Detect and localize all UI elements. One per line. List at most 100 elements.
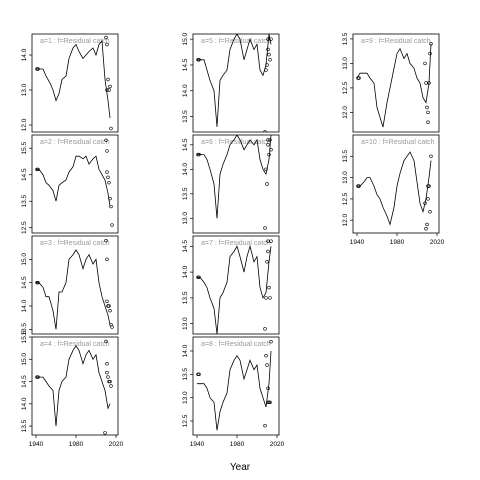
data-point bbox=[265, 63, 269, 67]
data-point bbox=[269, 148, 273, 152]
series-line bbox=[197, 34, 272, 127]
y-tick-label: 12.0 bbox=[342, 214, 349, 227]
y-tick-label: 13.5 bbox=[182, 187, 189, 200]
panel-frame bbox=[192, 235, 280, 335]
data-point bbox=[196, 372, 200, 377]
panel-title: a=3 : f=Residual catch bbox=[40, 240, 110, 247]
data-point bbox=[107, 304, 111, 308]
data-point bbox=[104, 35, 108, 40]
panel-frame bbox=[31, 235, 119, 335]
data-point bbox=[110, 223, 114, 227]
data-point bbox=[263, 226, 267, 230]
x-tick-label: 1940 bbox=[350, 239, 365, 246]
data-point bbox=[105, 257, 109, 262]
y-tick-label: 14.0 bbox=[21, 48, 28, 61]
panel-title: a=7 : f=Residual catch bbox=[201, 240, 271, 247]
data-point bbox=[35, 280, 39, 285]
data-point bbox=[426, 197, 430, 201]
data-point bbox=[265, 182, 269, 186]
data-point bbox=[263, 327, 267, 331]
panel-title: a=1 : f=Residual catch bbox=[40, 38, 110, 45]
data-point bbox=[356, 76, 360, 80]
series-line bbox=[36, 40, 111, 119]
data-point bbox=[35, 67, 39, 71]
y-tick-label: 13.5 bbox=[342, 32, 349, 45]
y-tick-label: 13.0 bbox=[182, 212, 189, 225]
data-point bbox=[265, 260, 269, 264]
data-point bbox=[107, 379, 111, 384]
data-point bbox=[36, 67, 40, 71]
panel-title: a=8 : f=Residual catch bbox=[201, 341, 271, 348]
panel-frame bbox=[352, 134, 440, 234]
data-point bbox=[425, 222, 429, 227]
data-point bbox=[429, 154, 433, 159]
data-point bbox=[427, 81, 431, 85]
y-tick-label: 14.0 bbox=[21, 299, 28, 312]
data-point bbox=[197, 152, 201, 157]
data-point bbox=[105, 362, 109, 366]
x-tick-label: 2020 bbox=[109, 441, 124, 448]
data-point bbox=[268, 138, 272, 142]
data-point bbox=[104, 138, 108, 142]
y-tick-label: 14.0 bbox=[182, 265, 189, 278]
data-point bbox=[267, 285, 271, 290]
data-point bbox=[108, 379, 112, 384]
panel-frame bbox=[192, 336, 280, 436]
x-tick-label: 1940 bbox=[29, 441, 44, 448]
panels-group: 12.013.014.0a=1 : f=Residual catch12.513… bbox=[21, 32, 445, 448]
panel-2: 12.5 13.5 14.5 15.5 a=2 : f=Residual catch bbox=[21, 134, 119, 234]
panel-7: 13.0 13.5 14.0 14.5 a=7 : f=Residual catch bbox=[182, 235, 280, 335]
panel-title: a=2 : f=Residual catch bbox=[40, 139, 110, 146]
data-point bbox=[36, 280, 40, 285]
panel-frame bbox=[31, 336, 119, 436]
data-point bbox=[264, 68, 268, 72]
data-point bbox=[105, 170, 109, 174]
y-tick-label: 14.5 bbox=[182, 58, 189, 71]
data-point bbox=[106, 375, 110, 379]
y-tick-label: 13.0 bbox=[342, 171, 349, 184]
panel-title: a=9 : f=Residual catch bbox=[361, 38, 431, 45]
panel-5: 13.5 14.0 14.5 15.0 a=5 : f=Residual catch bbox=[182, 32, 280, 133]
y-tick-label: 14.0 bbox=[182, 344, 189, 357]
x-tick-label: 2020 bbox=[270, 441, 285, 448]
y-tick-label: 15.5 bbox=[21, 330, 28, 343]
y-tick-label: 14.5 bbox=[21, 276, 28, 289]
y-tick-label: 13.0 bbox=[21, 83, 28, 96]
data-point bbox=[110, 325, 114, 329]
panel-6: 13.0 13.5 14.0 14.5 a=6 : f=Residual catch bbox=[182, 134, 280, 234]
data-point bbox=[269, 339, 273, 344]
panel-9: 12.0 12.5 13.0 13.5 a=9 : f=Residual catch bbox=[342, 32, 440, 133]
data-point bbox=[35, 375, 39, 379]
panel-title: a=4 : f=Residual catch bbox=[40, 341, 110, 348]
panel-10: 12.0 12.5 13.0 13.5 1940 1980 2020 a=10 : f=Res… bbox=[342, 134, 445, 246]
data-point bbox=[107, 88, 111, 92]
data-point bbox=[103, 431, 107, 435]
y-tick-label: 12.5 bbox=[342, 81, 349, 94]
y-tick-label: 12.0 bbox=[342, 106, 349, 119]
data-point bbox=[197, 58, 201, 62]
panel-title: a=10 : f=Residual catch bbox=[361, 139, 435, 146]
panel-frame bbox=[31, 33, 119, 133]
data-point bbox=[266, 400, 270, 405]
x-axis-label: Year bbox=[230, 462, 251, 473]
data-point bbox=[266, 47, 270, 52]
data-point bbox=[424, 81, 428, 85]
panel-3: 13.5 14.0 14.5 15.0 a=3 : f=Residual catch bbox=[21, 235, 119, 336]
data-point bbox=[105, 149, 109, 153]
y-tick-label: 13.5 bbox=[21, 419, 28, 432]
y-tick-label: 13.5 bbox=[182, 291, 189, 304]
data-point bbox=[428, 51, 432, 56]
series-line bbox=[36, 345, 111, 427]
panel-frame bbox=[192, 134, 280, 234]
series-line bbox=[357, 151, 432, 226]
data-point bbox=[108, 84, 112, 89]
series-line bbox=[356, 43, 432, 128]
y-tick-label: 12.0 bbox=[21, 118, 28, 131]
x-tick-label: 1980 bbox=[230, 441, 245, 448]
y-tick-label: 14.5 bbox=[21, 168, 28, 181]
data-point bbox=[105, 299, 109, 304]
y-tick-label: 14.5 bbox=[182, 138, 189, 151]
data-point bbox=[264, 353, 268, 358]
series-line bbox=[197, 350, 272, 431]
data-point bbox=[35, 167, 39, 172]
